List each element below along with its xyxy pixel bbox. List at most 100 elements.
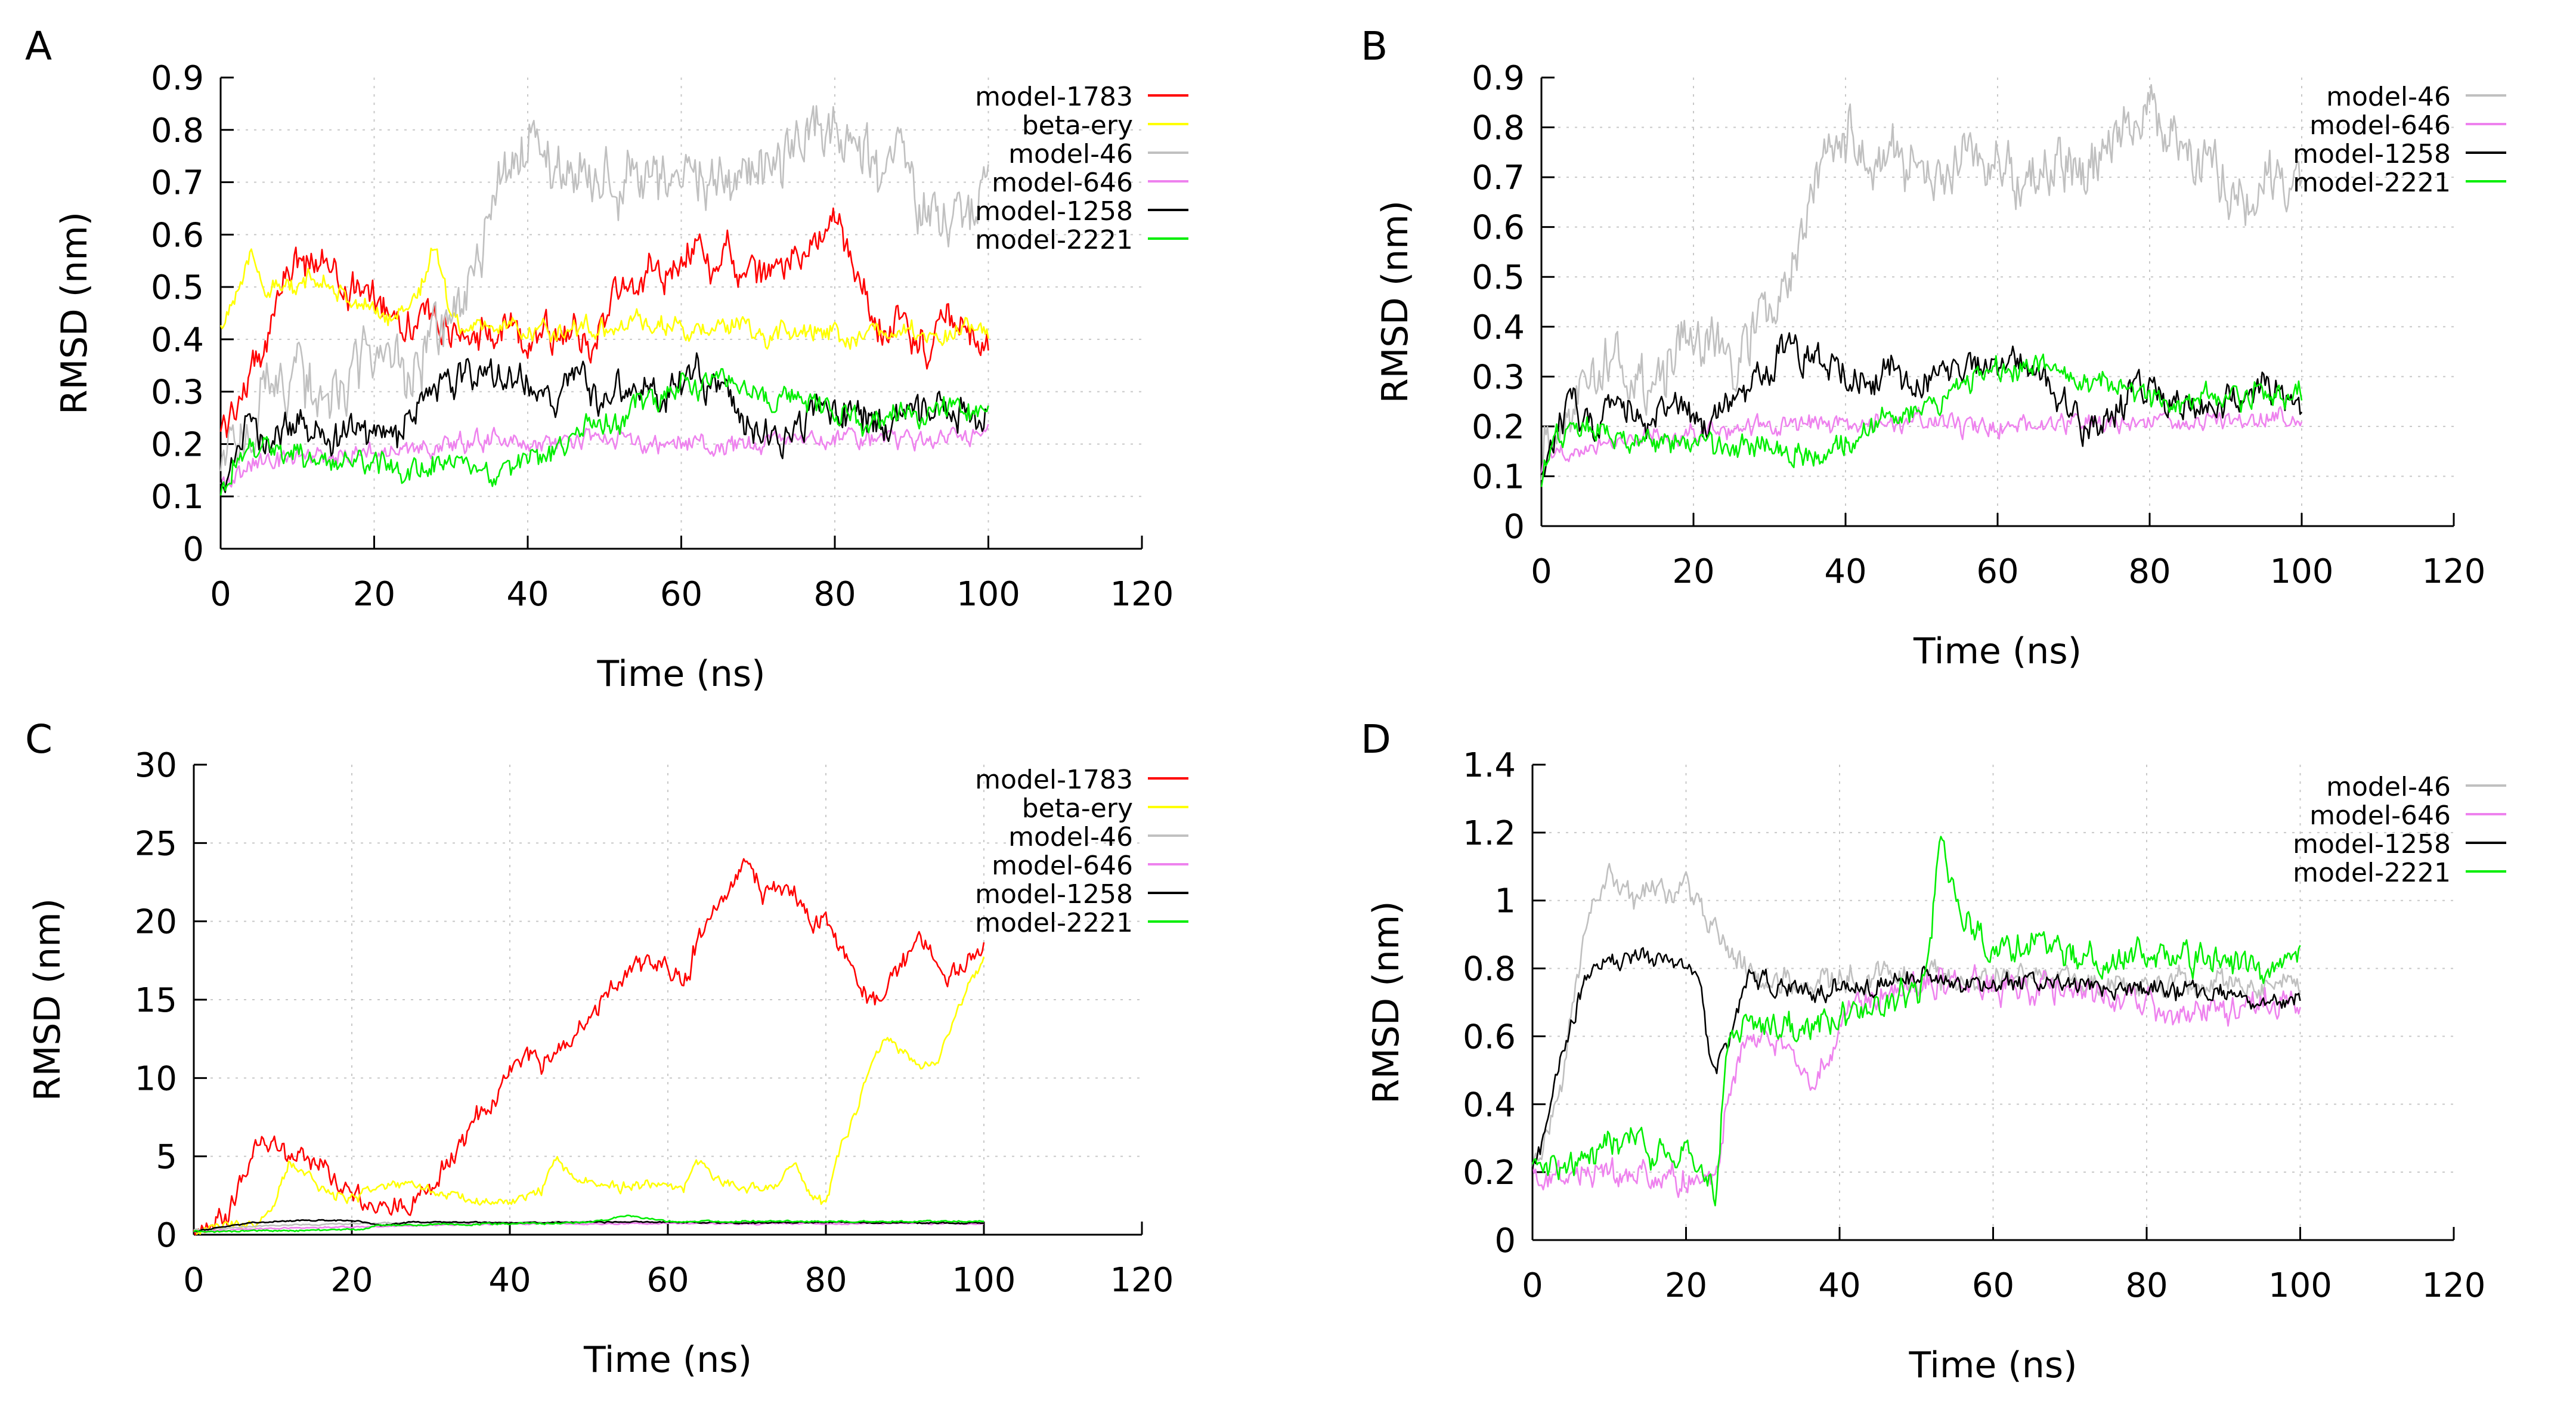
y-tick-label: 0.8: [1463, 950, 1516, 989]
x-axis-title: Time (ns): [1913, 630, 2082, 672]
y-tick-label: 0.6: [151, 216, 204, 255]
legend-label-model-46: model-46: [2326, 772, 2451, 802]
series-line-beta-ery: [219, 248, 989, 350]
series-line-model-646: [219, 423, 989, 488]
x-tick-label: 20: [1665, 1266, 1707, 1305]
series-line-model-1258: [219, 352, 989, 493]
y-tick-label: 30: [135, 746, 177, 785]
panel-label-d: D: [1361, 716, 1391, 762]
legend-label-model-2221: model-2221: [975, 225, 1133, 255]
y-tick-label: 0.2: [1472, 408, 1525, 447]
x-tick-label: 20: [1672, 552, 1714, 591]
y-tick-label: 1.4: [1463, 746, 1516, 785]
x-tick-label: 120: [2422, 552, 2486, 591]
y-tick-label: 0.3: [1472, 358, 1525, 397]
x-tick-label: 60: [1972, 1266, 2014, 1305]
x-tick-label: 60: [646, 1261, 689, 1300]
x-tick-label: 0: [210, 575, 231, 614]
x-tick-label: 100: [2268, 1266, 2332, 1305]
series-line-model-46: [219, 105, 989, 472]
series-line-beta-ery: [193, 956, 985, 1235]
legend-label-model-2221: model-2221: [2293, 168, 2451, 198]
legend-label-model-646: model-646: [2309, 110, 2451, 141]
chart-a: 0 0.1 0.2 0.3 0.4 0.5 0.6 0.7 0.8 0.9 0 20 40 60 80 100…: [54, 59, 1188, 695]
y-tick-label: 0.5: [151, 268, 204, 307]
y-tick-label: 1: [1494, 882, 1516, 921]
y-tick-label: 0.2: [151, 425, 204, 464]
y-tick-label: 0.8: [1472, 109, 1525, 148]
legend-label-model-2221: model-2221: [2293, 858, 2451, 888]
series-line-model-2221: [1531, 836, 2301, 1207]
y-tick-label: 25: [135, 824, 177, 863]
x-tick-label: 20: [353, 575, 395, 614]
legend-label-model-646: model-646: [992, 168, 1133, 198]
y-tick-label: 0: [1503, 508, 1525, 546]
y-tick-label: 0.4: [1463, 1086, 1516, 1124]
x-tick-label: 60: [660, 575, 702, 614]
panel-label-b: B: [1361, 23, 1388, 69]
legend-label-model-1258: model-1258: [2293, 139, 2451, 169]
y-tick-label: 0.1: [1472, 457, 1525, 496]
series-line-model-1783: [219, 207, 989, 438]
x-tick-label: 120: [2422, 1266, 2486, 1305]
x-axis-title: Time (ns): [1908, 1344, 2077, 1386]
x-tick-label: 20: [330, 1261, 373, 1300]
legend-label-beta-ery: beta-ery: [1022, 793, 1133, 824]
series-line-model-646: [1531, 964, 2301, 1198]
x-tick-label: 0: [1531, 552, 1552, 591]
x-tick-label: 80: [2125, 1266, 2168, 1305]
y-tick-label: 0.6: [1472, 209, 1525, 248]
x-tick-label: 0: [183, 1261, 205, 1300]
y-axis-title: RMSD (nm): [1374, 200, 1416, 403]
x-tick-label: 40: [488, 1261, 531, 1300]
series-line-model-46: [1531, 862, 2301, 1167]
legend-label-beta-ery: beta-ery: [1022, 110, 1133, 141]
x-tick-label: 60: [1976, 552, 2018, 591]
legend-label-model-646: model-646: [992, 851, 1133, 881]
y-axis-title: RMSD (nm): [54, 212, 95, 415]
y-tick-label: 0: [182, 530, 204, 569]
y-tick-label: 0.4: [1472, 308, 1525, 347]
y-tick-label: 0: [1494, 1222, 1516, 1260]
y-tick-label: 5: [156, 1138, 177, 1177]
y-tick-label: 0.3: [151, 373, 204, 412]
series-line-model-46: [1540, 84, 2303, 480]
y-axis-title: RMSD (nm): [27, 898, 69, 1101]
legend-label-model-1783: model-1783: [975, 82, 1133, 112]
legend-label-model-1258: model-1258: [975, 879, 1133, 910]
y-tick-label: 20: [135, 903, 177, 942]
y-tick-label: 0: [156, 1216, 177, 1255]
chart-d: 0 0.2 0.4 0.6 0.8 1 1.2 1.4 0 20 40 60 80 100 120 Time …: [1366, 746, 2506, 1386]
series-line-model-646: [193, 1222, 984, 1233]
panel-label-a: A: [25, 23, 52, 69]
y-tick-label: 15: [135, 981, 177, 1020]
x-axis-title: Time (ns): [596, 653, 765, 695]
y-tick-label: 0.8: [151, 112, 204, 150]
y-tick-label: 0.7: [1472, 159, 1525, 197]
y-tick-label: 0.9: [151, 59, 204, 98]
y-tick-label: 10: [135, 1059, 177, 1098]
legend-label-model-1783: model-1783: [975, 765, 1133, 795]
series-line-model-1258: [1531, 947, 2301, 1170]
panel-label-c: C: [25, 716, 52, 762]
x-tick-label: 0: [1522, 1266, 1543, 1305]
series-line-model-2221: [1540, 353, 2303, 487]
legend-label-model-46: model-46: [1008, 822, 1133, 852]
chart-c: 0 5 10 15 20 25 30 0 20 40 60 80 100 120 Time (ns) RMSD…: [27, 746, 1188, 1381]
x-tick-label: 120: [1110, 1261, 1174, 1300]
x-tick-label: 40: [1818, 1266, 1860, 1305]
series-line-model-2221: [219, 368, 989, 496]
x-tick-label: 40: [506, 575, 549, 614]
x-tick-label: 80: [2128, 552, 2171, 591]
legend-label-model-1258: model-1258: [975, 196, 1133, 227]
legend-label-model-46: model-46: [2326, 82, 2451, 112]
legend-label-model-2221: model-2221: [975, 908, 1133, 938]
legend-label-model-646: model-646: [2309, 800, 2451, 831]
x-tick-label: 40: [1824, 552, 1866, 591]
series-line-model-1258: [1540, 332, 2303, 477]
y-tick-label: 0.6: [1463, 1018, 1516, 1056]
y-tick-label: 0.5: [1472, 258, 1525, 297]
y-tick-label: 0.7: [151, 164, 204, 203]
chart-b: 0 0.1 0.2 0.3 0.4 0.5 0.6 0.7 0.8 0.9 0 20 40 60 80 100…: [1374, 59, 2506, 672]
